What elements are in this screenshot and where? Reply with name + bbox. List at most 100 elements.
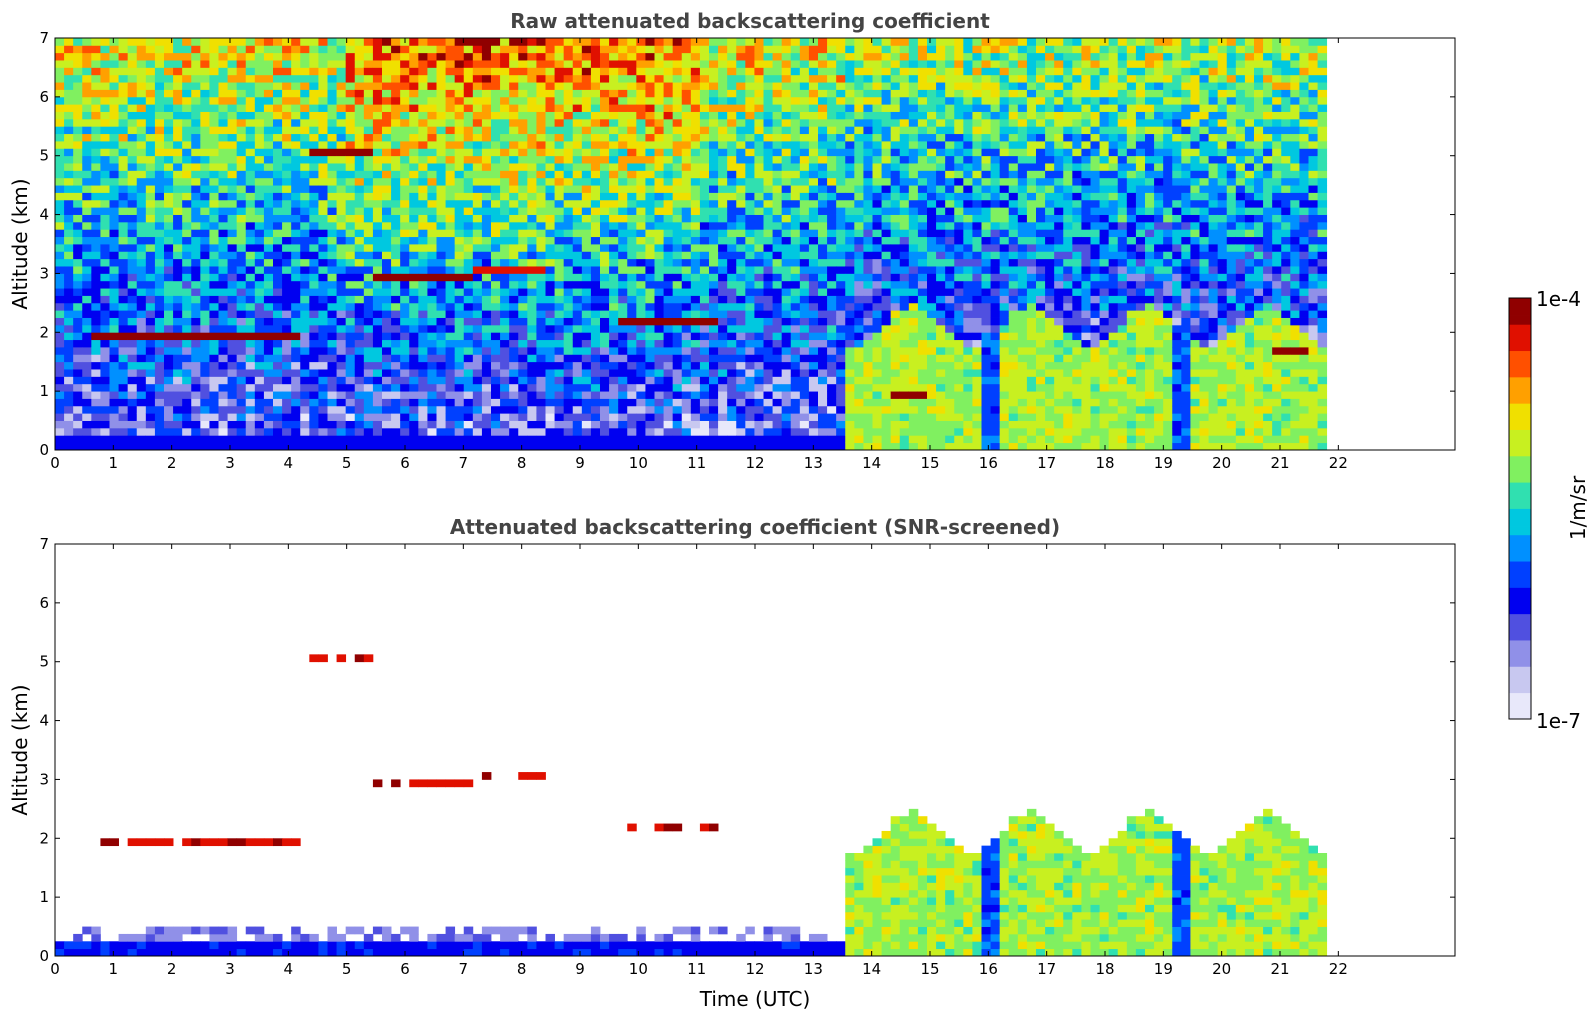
heatmap-cell (536, 52, 546, 61)
heatmap-cell (263, 413, 274, 421)
heatmap-cell (699, 258, 710, 267)
heatmap-cell (699, 133, 710, 142)
heatmap-cell (572, 67, 583, 76)
heatmap-cell (627, 60, 637, 68)
heatmap-cell (182, 141, 192, 149)
heatmap-cell (454, 141, 465, 149)
heatmap-cell (254, 354, 265, 363)
heatmap-cell (590, 133, 601, 142)
heatmap-cell (645, 383, 655, 392)
heatmap-cell (400, 111, 410, 120)
heatmap-cell (363, 266, 374, 274)
heatmap-cell (781, 96, 792, 105)
heatmap-cell (354, 52, 365, 61)
heatmap-cell (73, 405, 83, 414)
heatmap-cell (391, 361, 401, 370)
heatmap-cell (527, 258, 537, 267)
heatmap-cell (363, 141, 374, 149)
heatmap-cell (672, 236, 683, 245)
heatmap-cell (627, 413, 637, 421)
heatmap-cell (191, 126, 201, 135)
heatmap-cell (173, 141, 183, 149)
heatmap-cell (345, 354, 356, 363)
heatmap-cell (672, 155, 683, 164)
heatmap-cell (554, 74, 565, 83)
heatmap-cell (463, 155, 474, 164)
heatmap-cell (572, 442, 583, 451)
heatmap-cell (500, 266, 510, 274)
heatmap-cell (472, 96, 483, 105)
heatmap-cell (790, 347, 801, 355)
heatmap-cell (654, 163, 664, 171)
heatmap-cell (463, 89, 474, 98)
heatmap-cell (554, 332, 565, 341)
heatmap-cell (182, 317, 192, 326)
heatmap-cell (618, 413, 628, 421)
heatmap-cell (681, 170, 692, 179)
heatmap-cell (836, 67, 846, 76)
heatmap-cell (327, 258, 337, 267)
heatmap-cell (218, 310, 228, 318)
heatmap-cell (173, 244, 183, 252)
heatmap-cell (55, 332, 65, 341)
heatmap-cell (136, 280, 147, 289)
heatmap-cell (82, 185, 92, 193)
heatmap-cell (618, 258, 628, 267)
heatmap-cell (164, 96, 174, 105)
heatmap-cell (391, 302, 401, 311)
heatmap-cell (481, 148, 492, 157)
heatmap-cell (173, 214, 183, 223)
heatmap-cell (173, 221, 183, 230)
heatmap-cell (382, 45, 392, 54)
heatmap-cell (836, 442, 846, 451)
heatmap-cell (354, 288, 365, 296)
heatmap-cell (427, 126, 437, 135)
heatmap-cell (663, 442, 674, 451)
heatmap-cell (845, 288, 855, 296)
heatmap-cell (636, 427, 646, 436)
heatmap-cell (372, 82, 383, 90)
heatmap-cell (681, 104, 692, 112)
heatmap-cell (845, 221, 855, 230)
heatmap-cell (273, 339, 283, 348)
heatmap-cell (127, 126, 138, 135)
heatmap-cell (372, 251, 383, 260)
heatmap-cell (654, 177, 664, 186)
heatmap-cell (336, 170, 347, 179)
heatmap-cell (336, 82, 347, 90)
heatmap-cell (563, 427, 574, 436)
heatmap-cell (627, 398, 637, 407)
heatmap-cell (400, 163, 410, 171)
heatmap-cell (445, 413, 456, 421)
heatmap-cell (572, 391, 583, 399)
heatmap-cell (790, 236, 801, 245)
heatmap-cell (391, 214, 401, 223)
heatmap-cell (182, 52, 192, 61)
heatmap-cell (654, 302, 664, 311)
heatmap-cell (173, 170, 183, 179)
heatmap-cell (827, 244, 837, 252)
heatmap-cell (745, 361, 755, 370)
heatmap-cell (454, 163, 465, 171)
heatmap-cell (336, 280, 347, 289)
heatmap-cell (409, 302, 419, 311)
heatmap-cell (164, 258, 174, 267)
heatmap-cell (164, 332, 174, 341)
heatmap-cell (109, 148, 119, 157)
heatmap-cell (481, 192, 492, 201)
heatmap-cell (745, 398, 755, 407)
heatmap-cell (118, 295, 129, 304)
heatmap-cell (109, 170, 119, 179)
heatmap-cell (182, 347, 192, 355)
heatmap-cell (372, 280, 383, 289)
heatmap-cell (236, 442, 247, 451)
heatmap-cell (154, 214, 165, 223)
heatmap-cell (336, 236, 347, 245)
heatmap-cell (454, 280, 465, 289)
heatmap-cell (400, 236, 410, 245)
heatmap-cell (227, 52, 238, 61)
heatmap-cell (772, 398, 783, 407)
heatmap-cell (563, 266, 574, 274)
heatmap-cell (218, 236, 228, 245)
heatmap-cell (82, 118, 92, 127)
